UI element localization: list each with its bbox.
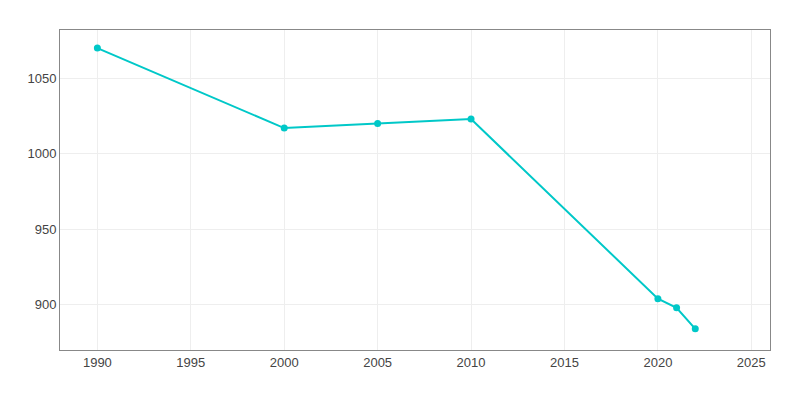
svg-text:1000: 1000 bbox=[27, 146, 56, 161]
svg-text:2000: 2000 bbox=[270, 355, 299, 370]
svg-text:950: 950 bbox=[35, 222, 57, 237]
svg-text:2020: 2020 bbox=[643, 355, 672, 370]
svg-text:1050: 1050 bbox=[27, 71, 56, 86]
svg-text:2015: 2015 bbox=[550, 355, 579, 370]
svg-text:1990: 1990 bbox=[83, 355, 112, 370]
svg-text:2025: 2025 bbox=[737, 355, 766, 370]
svg-text:900: 900 bbox=[35, 297, 57, 312]
svg-text:2010: 2010 bbox=[457, 355, 486, 370]
svg-text:2005: 2005 bbox=[363, 355, 392, 370]
svg-text:1995: 1995 bbox=[176, 355, 205, 370]
